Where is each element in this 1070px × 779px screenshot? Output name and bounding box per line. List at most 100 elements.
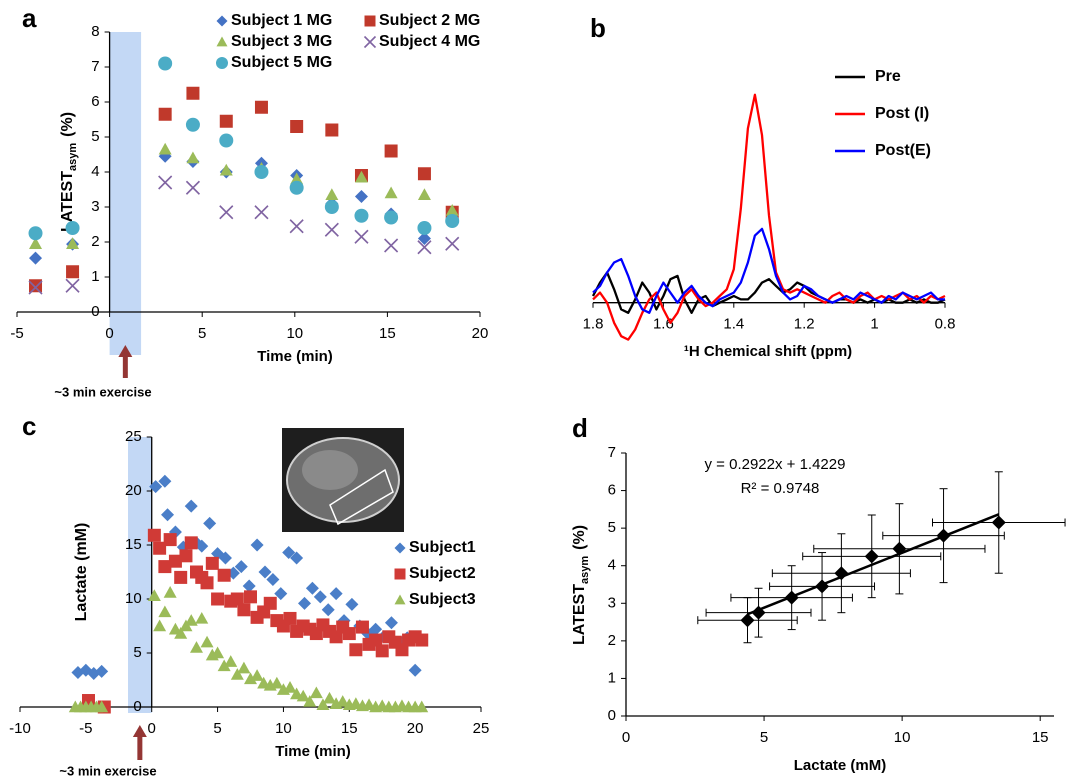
marker [174, 627, 188, 639]
marker [316, 698, 330, 711]
marker [158, 560, 172, 574]
x-tick-label: 5 [760, 729, 768, 746]
legend-label: Subject 1 MG [231, 12, 332, 29]
x-tick-label: 15 [1032, 729, 1049, 746]
marker [384, 144, 398, 158]
y-axis-title: Lactate (mM) [73, 523, 90, 622]
y-tick-label: 3 [91, 198, 99, 215]
y-axis-title-main: Lactate (mM) [73, 523, 90, 622]
marker [219, 205, 234, 220]
legend-entry: Subject1 [394, 539, 476, 556]
marker [184, 614, 198, 626]
marker [283, 681, 297, 693]
marker [324, 222, 339, 237]
x-axis-title: Lactate (mM) [794, 757, 887, 774]
marker [298, 596, 312, 610]
marker [369, 622, 383, 636]
marker [254, 205, 269, 220]
marker [230, 592, 244, 606]
marker [28, 226, 43, 241]
marker [324, 200, 339, 214]
marker [147, 528, 161, 542]
legend-label: Subject 2 MG [379, 12, 480, 29]
series [29, 86, 459, 293]
marker [189, 641, 203, 653]
marker [270, 676, 284, 689]
marker [266, 573, 280, 587]
marker [354, 190, 368, 203]
marker [274, 587, 288, 601]
marker [815, 579, 830, 594]
marker [445, 204, 459, 216]
legend-label: Post(E) [875, 142, 931, 159]
exercise-arrow-head [118, 345, 133, 357]
y-tick-label: 4 [608, 557, 616, 574]
panel-label: d [572, 413, 588, 443]
exercise-arrow-head [132, 725, 147, 737]
marker [864, 549, 879, 564]
marker [384, 210, 399, 225]
marker [282, 546, 296, 560]
marker [936, 528, 951, 543]
marker [305, 581, 319, 595]
marker [200, 576, 214, 590]
marker [384, 238, 399, 253]
y-tick-label: 2 [608, 632, 616, 649]
panel-1: b 1.8 1.6 1.4 1.2 1 0.8 ¹H Chemical shift (ppm)… [583, 13, 956, 360]
y-tick-label: 0 [91, 303, 99, 320]
panel-0: a -5 0 5 10 15 20 0 1 2 3 4 5 6 7 8 Time (min) LATESTasym… [10, 3, 488, 400]
y-tick-label: 5 [91, 128, 99, 145]
marker [289, 180, 304, 195]
marker [394, 542, 406, 554]
legend-entry: Subject 1 MG [216, 12, 332, 29]
marker [375, 644, 389, 658]
marker [158, 175, 173, 190]
marker [147, 589, 161, 601]
marker [65, 221, 80, 235]
marker [740, 613, 755, 628]
marker [417, 240, 432, 255]
x-tick-label: 10 [894, 729, 911, 746]
marker [195, 539, 209, 553]
marker [158, 107, 172, 121]
x-tick-label: 15 [379, 325, 396, 342]
marker [309, 686, 323, 699]
marker [95, 664, 109, 678]
y-axis-title-unit: (%) [571, 525, 588, 550]
legend-entry: Subject 4 MG [363, 33, 480, 50]
x-tick-label: 0 [105, 325, 113, 342]
marker [216, 15, 228, 27]
panel-3: d 0 5 10 15 0 1 2 3 4 5 6 7 Lactate (mM) LATESTasym (%)… [571, 413, 1066, 774]
marker [29, 251, 43, 265]
marker [200, 635, 214, 648]
marker [29, 279, 43, 293]
marker [892, 541, 907, 556]
marker [244, 590, 257, 604]
x-tick-label: -5 [79, 720, 92, 737]
marker [342, 627, 356, 641]
marker [445, 214, 460, 228]
marker [323, 691, 337, 704]
legend-entry: Subject 3 MG [216, 33, 332, 50]
exercise-band [128, 437, 152, 713]
legend-label: Subject 3 MG [231, 33, 332, 50]
marker [218, 551, 232, 565]
x-axis-title: ¹H Chemical shift (ppm) [684, 343, 852, 360]
legend-entry: Subject3 [394, 591, 476, 608]
marker [211, 646, 225, 659]
x-tick-label: 10 [286, 325, 303, 342]
x-tick-label: 1.8 [583, 316, 604, 333]
mri-inset [282, 428, 404, 532]
series [28, 175, 460, 295]
y-tick-label: 6 [91, 93, 99, 110]
fit-equation: y = 0.2922x + 1.4229 [705, 456, 846, 473]
marker [185, 117, 200, 132]
x-tick-label: 20 [472, 325, 489, 342]
marker [211, 592, 225, 606]
marker [369, 633, 383, 647]
marker [325, 123, 339, 137]
y-tick-label: 0 [608, 707, 616, 724]
marker [303, 695, 317, 707]
